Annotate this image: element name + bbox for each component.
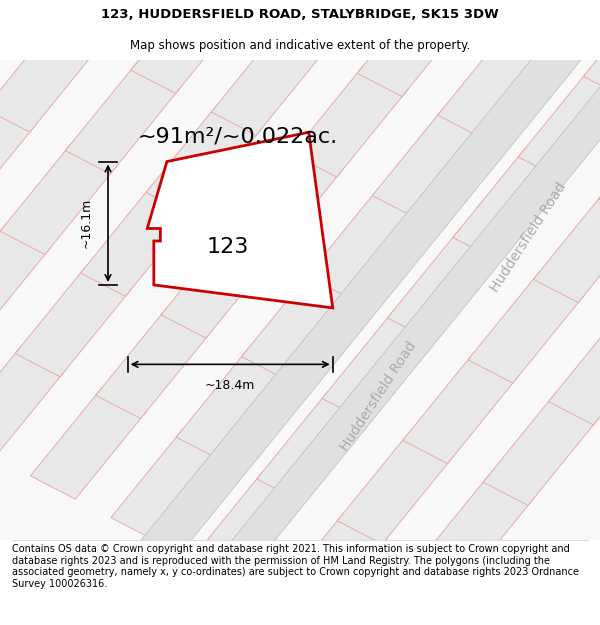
Polygon shape — [373, 107, 489, 219]
Polygon shape — [257, 391, 374, 502]
Polygon shape — [126, 0, 600, 625]
Polygon shape — [147, 132, 333, 308]
Polygon shape — [548, 313, 600, 425]
Polygon shape — [80, 184, 197, 296]
Polygon shape — [0, 223, 52, 335]
Text: Huddersfield Road: Huddersfield Road — [337, 339, 419, 453]
Polygon shape — [277, 0, 394, 55]
Polygon shape — [322, 310, 439, 422]
Polygon shape — [422, 0, 539, 16]
Polygon shape — [437, 26, 554, 138]
Polygon shape — [453, 149, 569, 261]
Polygon shape — [418, 474, 535, 586]
Polygon shape — [131, 0, 248, 94]
Polygon shape — [272, 512, 389, 624]
Polygon shape — [483, 394, 600, 506]
Polygon shape — [191, 471, 308, 582]
Polygon shape — [307, 188, 424, 299]
Text: Contains OS data © Crown copyright and database right 2021. This information is : Contains OS data © Crown copyright and d… — [12, 544, 579, 589]
Polygon shape — [357, 0, 474, 97]
Polygon shape — [292, 65, 409, 177]
Text: ~18.4m: ~18.4m — [205, 379, 256, 392]
Polygon shape — [15, 265, 132, 377]
Polygon shape — [337, 432, 454, 544]
Polygon shape — [242, 268, 358, 380]
Polygon shape — [503, 0, 600, 58]
Text: 123, HUDDERSFIELD ROAD, STALYBRIDGE, SK15 3DW: 123, HUDDERSFIELD ROAD, STALYBRIDGE, SK1… — [101, 9, 499, 21]
Polygon shape — [0, 0, 21, 90]
Polygon shape — [176, 349, 293, 461]
Polygon shape — [0, 22, 596, 625]
Polygon shape — [226, 146, 343, 258]
Polygon shape — [50, 0, 167, 52]
Polygon shape — [518, 68, 600, 180]
Polygon shape — [0, 20, 102, 132]
Polygon shape — [146, 104, 263, 216]
Polygon shape — [65, 62, 182, 174]
Polygon shape — [0, 0, 86, 10]
Text: Huddersfield Road: Huddersfield Road — [487, 180, 569, 295]
Polygon shape — [388, 229, 504, 341]
Polygon shape — [0, 142, 117, 254]
Text: 123: 123 — [207, 238, 249, 258]
Polygon shape — [0, 101, 37, 212]
Polygon shape — [0, 346, 67, 458]
Polygon shape — [352, 554, 469, 625]
Polygon shape — [533, 191, 600, 302]
Text: ~91m²/~0.022ac.: ~91m²/~0.022ac. — [138, 127, 338, 147]
Polygon shape — [31, 388, 147, 499]
Polygon shape — [111, 429, 227, 541]
Polygon shape — [211, 23, 328, 135]
Polygon shape — [403, 352, 520, 464]
Polygon shape — [468, 271, 585, 383]
Polygon shape — [584, 0, 600, 100]
Polygon shape — [196, 0, 313, 13]
Text: ~16.1m: ~16.1m — [80, 198, 93, 248]
Polygon shape — [96, 307, 212, 419]
Polygon shape — [161, 226, 278, 338]
Polygon shape — [599, 110, 600, 222]
Text: Map shows position and indicative extent of the property.: Map shows position and indicative extent… — [130, 39, 470, 51]
